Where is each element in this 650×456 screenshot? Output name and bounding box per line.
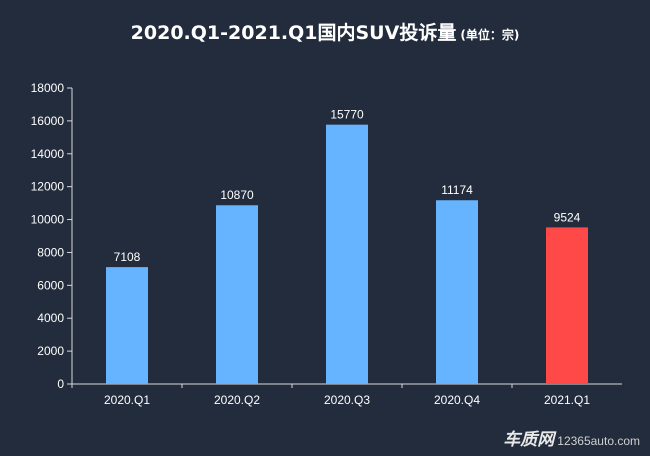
bar-value-label: 10870: [220, 188, 254, 202]
y-tick-label: 14000: [31, 147, 65, 161]
chart-subtitle: (单位：宗): [460, 28, 520, 42]
y-tick-label: 12000: [31, 180, 65, 194]
x-tick-label: 2020.Q1: [104, 393, 150, 407]
bar-value-label: 9524: [554, 210, 581, 224]
bar: [106, 267, 148, 384]
x-tick-label: 2020.Q3: [324, 393, 370, 407]
y-tick-label: 6000: [37, 278, 64, 292]
bar-value-label: 11174: [441, 183, 473, 197]
y-tick-label: 10000: [31, 213, 65, 227]
chart-title: 2020.Q1-2021.Q1国内SUV投诉量: [130, 22, 457, 44]
y-tick-label: 0: [57, 377, 64, 391]
y-tick-label: 8000: [37, 245, 64, 259]
y-tick-label: 18000: [31, 81, 65, 95]
bar: [436, 200, 478, 384]
y-tick-label: 4000: [37, 311, 64, 325]
bar: [546, 227, 588, 384]
bar: [216, 205, 258, 384]
x-tick-label: 2020.Q2: [214, 393, 260, 407]
x-tick-label: 2020.Q4: [434, 393, 480, 407]
chart-title-block: 2020.Q1-2021.Q1国内SUV投诉量 (单位：宗): [0, 18, 650, 45]
bar-value-label: 15770: [330, 108, 364, 122]
watermark-url: 12365auto.com: [557, 434, 640, 448]
bar: [326, 124, 368, 384]
y-tick-label: 2000: [37, 344, 64, 358]
watermark: 车质网 12365auto.com: [503, 425, 640, 450]
bar-value-label: 7108: [114, 250, 141, 264]
y-tick-label: 16000: [31, 114, 65, 128]
watermark-brand: 车质网: [503, 430, 555, 449]
x-tick-label: 2021.Q1: [544, 393, 590, 407]
